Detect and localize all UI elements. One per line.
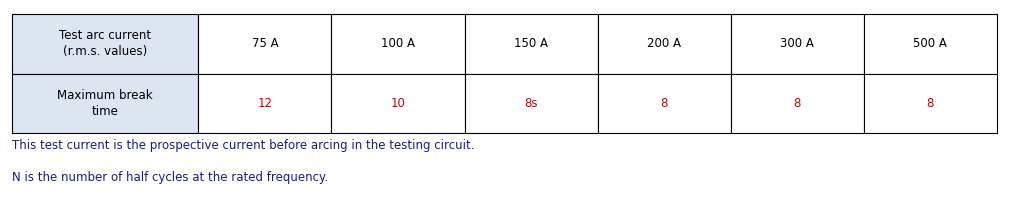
Bar	[731, 14, 864, 74]
Text: Test arc current
(r.m.s. values): Test arc current (r.m.s. values)	[60, 29, 151, 58]
Bar	[12, 14, 199, 74]
Bar	[199, 14, 332, 74]
Bar	[597, 14, 731, 74]
Text: 10: 10	[390, 97, 406, 110]
Text: 75 A: 75 A	[251, 37, 278, 50]
Text: This test current is the prospective current before arcing in the testing circui: This test current is the prospective cur…	[12, 139, 474, 152]
Bar	[199, 74, 332, 133]
Bar	[464, 74, 597, 133]
Text: 300 A: 300 A	[780, 37, 814, 50]
Bar	[332, 14, 464, 74]
Bar	[464, 14, 597, 74]
Bar	[864, 74, 997, 133]
Text: N is the number of half cycles at the rated frequency.: N is the number of half cycles at the ra…	[12, 171, 328, 184]
Text: 12: 12	[257, 97, 272, 110]
Bar	[731, 74, 864, 133]
Bar	[12, 74, 199, 133]
Bar	[864, 14, 997, 74]
Text: 200 A: 200 A	[647, 37, 681, 50]
Bar	[597, 74, 731, 133]
Text: Maximum break
time: Maximum break time	[58, 89, 153, 118]
Text: 8: 8	[926, 97, 934, 110]
Text: 8: 8	[661, 97, 668, 110]
Text: 100 A: 100 A	[381, 37, 415, 50]
Text: 8s: 8s	[525, 97, 538, 110]
Bar	[332, 74, 464, 133]
Text: 8: 8	[794, 97, 801, 110]
Text: 150 A: 150 A	[515, 37, 548, 50]
Text: 500 A: 500 A	[913, 37, 947, 50]
